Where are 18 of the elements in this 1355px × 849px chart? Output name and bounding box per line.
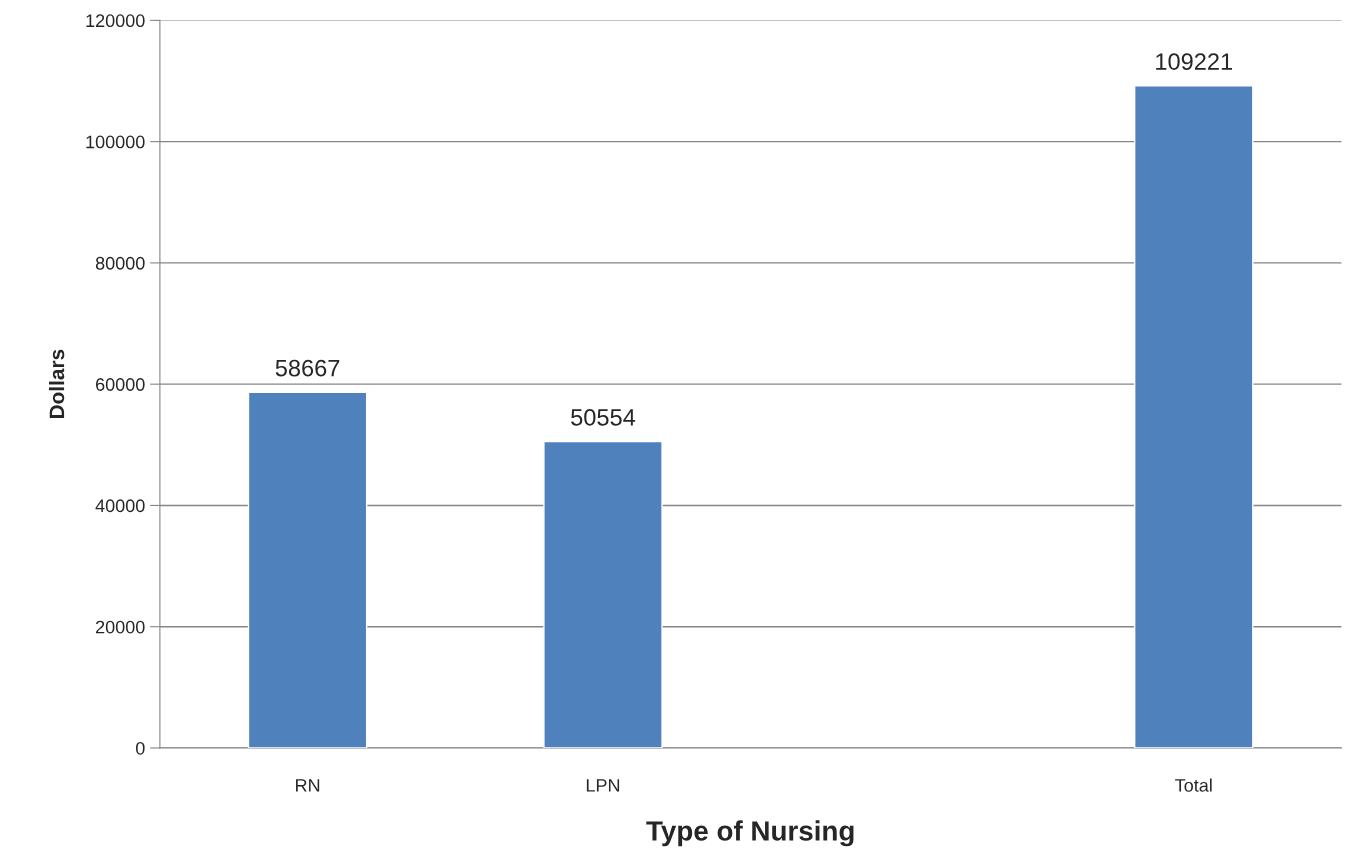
data-label: 58667 bbox=[275, 359, 340, 377]
bar bbox=[543, 440, 663, 748]
x-tick-label: Total bbox=[1175, 778, 1212, 792]
y-tick-label: 80000 bbox=[95, 256, 145, 270]
data-label: 109221 bbox=[1156, 53, 1232, 70]
y-tick-label: 100000 bbox=[86, 135, 145, 149]
y-tick-label: 20000 bbox=[96, 620, 145, 634]
y-tick-label: 40000 bbox=[95, 499, 145, 513]
x-tick-label: RN bbox=[296, 779, 320, 792]
x-tick-label: LPN bbox=[586, 779, 620, 792]
x-axis-title: Type of Nursing bbox=[646, 820, 854, 847]
y-tick-label: 120000 bbox=[86, 14, 145, 28]
y-tick-label: 60000 bbox=[96, 378, 145, 391]
data-label: 50554 bbox=[571, 408, 636, 426]
bar bbox=[1133, 85, 1254, 748]
y-tick-label: 0 bbox=[135, 741, 145, 755]
bar bbox=[247, 391, 368, 748]
y-axis-title: Dollars bbox=[48, 349, 65, 419]
